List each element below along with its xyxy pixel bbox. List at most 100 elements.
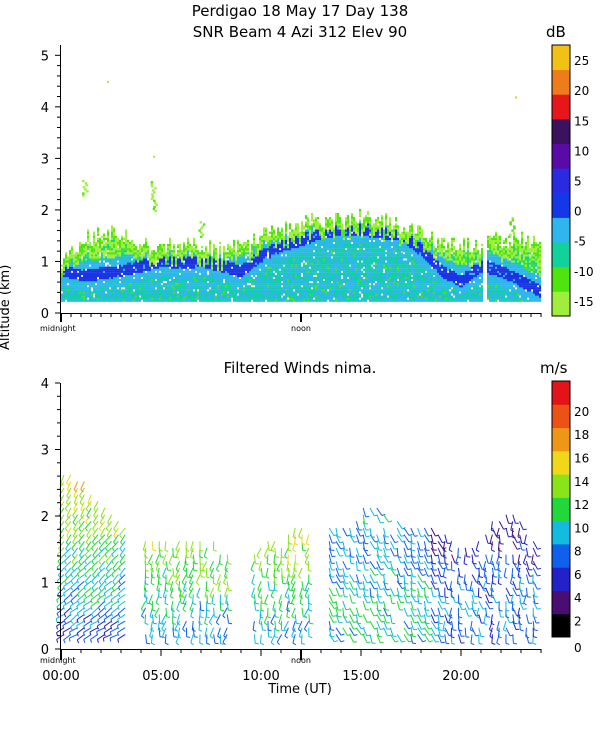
snr-cell bbox=[311, 291, 314, 294]
snr-cell bbox=[269, 256, 272, 259]
snr-cell bbox=[219, 241, 222, 245]
snr-cell bbox=[363, 289, 366, 292]
snr-cell bbox=[327, 260, 330, 263]
snr-cell bbox=[85, 248, 88, 251]
snr-cell bbox=[311, 295, 314, 298]
snr-cell bbox=[211, 287, 214, 290]
snr-cell bbox=[181, 299, 184, 302]
snr-cell bbox=[269, 258, 272, 261]
snr-cell bbox=[285, 285, 288, 288]
snr-cell bbox=[377, 276, 380, 280]
snr-cell bbox=[199, 283, 202, 286]
snr-cell bbox=[147, 276, 150, 280]
snr-cell bbox=[217, 293, 220, 296]
snr-cell bbox=[245, 252, 248, 255]
snr-cell bbox=[247, 248, 250, 251]
snr-cell bbox=[191, 248, 194, 251]
snr-cell bbox=[253, 268, 256, 271]
snr-cell bbox=[257, 264, 260, 267]
snr-cell bbox=[347, 266, 350, 269]
snr-cell bbox=[387, 225, 390, 228]
snr-cell bbox=[267, 283, 270, 286]
snr-cell bbox=[377, 281, 380, 284]
snr-cell bbox=[81, 248, 84, 251]
snr-cell bbox=[127, 283, 130, 286]
snr-cell bbox=[267, 235, 270, 238]
snr-cell bbox=[89, 272, 92, 275]
snr-cell bbox=[105, 248, 108, 251]
snr-cell bbox=[337, 279, 340, 282]
snr-cell bbox=[173, 243, 176, 247]
snr-cell bbox=[209, 276, 212, 280]
snr-cell bbox=[147, 252, 150, 255]
snr-cell bbox=[353, 233, 356, 236]
snr-cell bbox=[65, 262, 68, 265]
snr-cell bbox=[367, 227, 370, 230]
snr-cell bbox=[353, 289, 356, 292]
snr-cell bbox=[347, 281, 350, 284]
snr-cell bbox=[179, 295, 182, 298]
snr-cell bbox=[179, 281, 182, 284]
snr-cell bbox=[195, 295, 198, 298]
snr-cell bbox=[73, 260, 76, 263]
snr-cell bbox=[209, 283, 212, 286]
snr-cell bbox=[261, 297, 264, 300]
snr-cell bbox=[317, 264, 320, 267]
snr-cell bbox=[251, 283, 254, 286]
snr-cell bbox=[93, 241, 96, 245]
snr-cell bbox=[365, 231, 368, 234]
snr-cell bbox=[283, 241, 286, 245]
snr-cell bbox=[121, 250, 124, 253]
snr-cell bbox=[81, 283, 84, 286]
snr-cell bbox=[207, 293, 210, 296]
snr-cell bbox=[111, 260, 114, 263]
snr-cell bbox=[299, 233, 302, 236]
snr-cell bbox=[245, 262, 248, 265]
snr-cell bbox=[365, 291, 368, 294]
snr-cell bbox=[317, 229, 320, 232]
snr-cell bbox=[223, 295, 226, 298]
snr-cell bbox=[303, 250, 306, 253]
snr-cell bbox=[289, 227, 292, 230]
snr-cell bbox=[253, 291, 256, 294]
snr-cell bbox=[357, 266, 360, 269]
snr-cell bbox=[379, 299, 382, 302]
snr-cell bbox=[331, 276, 334, 280]
snr-cell bbox=[101, 256, 104, 259]
snr-cell bbox=[253, 297, 256, 300]
snr-cell bbox=[185, 281, 188, 284]
snr-cell bbox=[157, 293, 160, 296]
snr-cell bbox=[77, 268, 80, 271]
snr-cell bbox=[335, 287, 338, 290]
snr-cell bbox=[285, 276, 288, 280]
snr-cell bbox=[271, 291, 274, 294]
snr-cell bbox=[283, 287, 286, 290]
snr-cell bbox=[179, 289, 182, 292]
snr-cell bbox=[119, 266, 122, 269]
snr-cell bbox=[329, 231, 332, 234]
snr-cell bbox=[289, 299, 292, 302]
snr-cell bbox=[343, 256, 346, 259]
snr-cell bbox=[311, 270, 314, 273]
snr-cell bbox=[221, 264, 224, 267]
snr-cell bbox=[271, 229, 274, 232]
snr-cell bbox=[99, 256, 102, 259]
snr-cell bbox=[101, 246, 104, 249]
snr-cell bbox=[369, 260, 372, 263]
snr-cell bbox=[369, 297, 372, 300]
snr-cell bbox=[301, 239, 304, 242]
snr-cell bbox=[303, 252, 306, 255]
snr-cell bbox=[373, 223, 376, 226]
snr-cell bbox=[167, 283, 170, 286]
snr-cell bbox=[271, 287, 274, 290]
snr-cell bbox=[171, 285, 174, 288]
snr-cell bbox=[303, 279, 306, 282]
snr-cell bbox=[317, 241, 320, 245]
snr-cell bbox=[233, 241, 236, 245]
snr-cell bbox=[299, 291, 302, 294]
snr-cell bbox=[127, 287, 130, 290]
snr-cell bbox=[311, 289, 314, 292]
snr-cell bbox=[257, 258, 260, 261]
snr-cell bbox=[77, 283, 80, 286]
snr-cell bbox=[159, 295, 162, 298]
